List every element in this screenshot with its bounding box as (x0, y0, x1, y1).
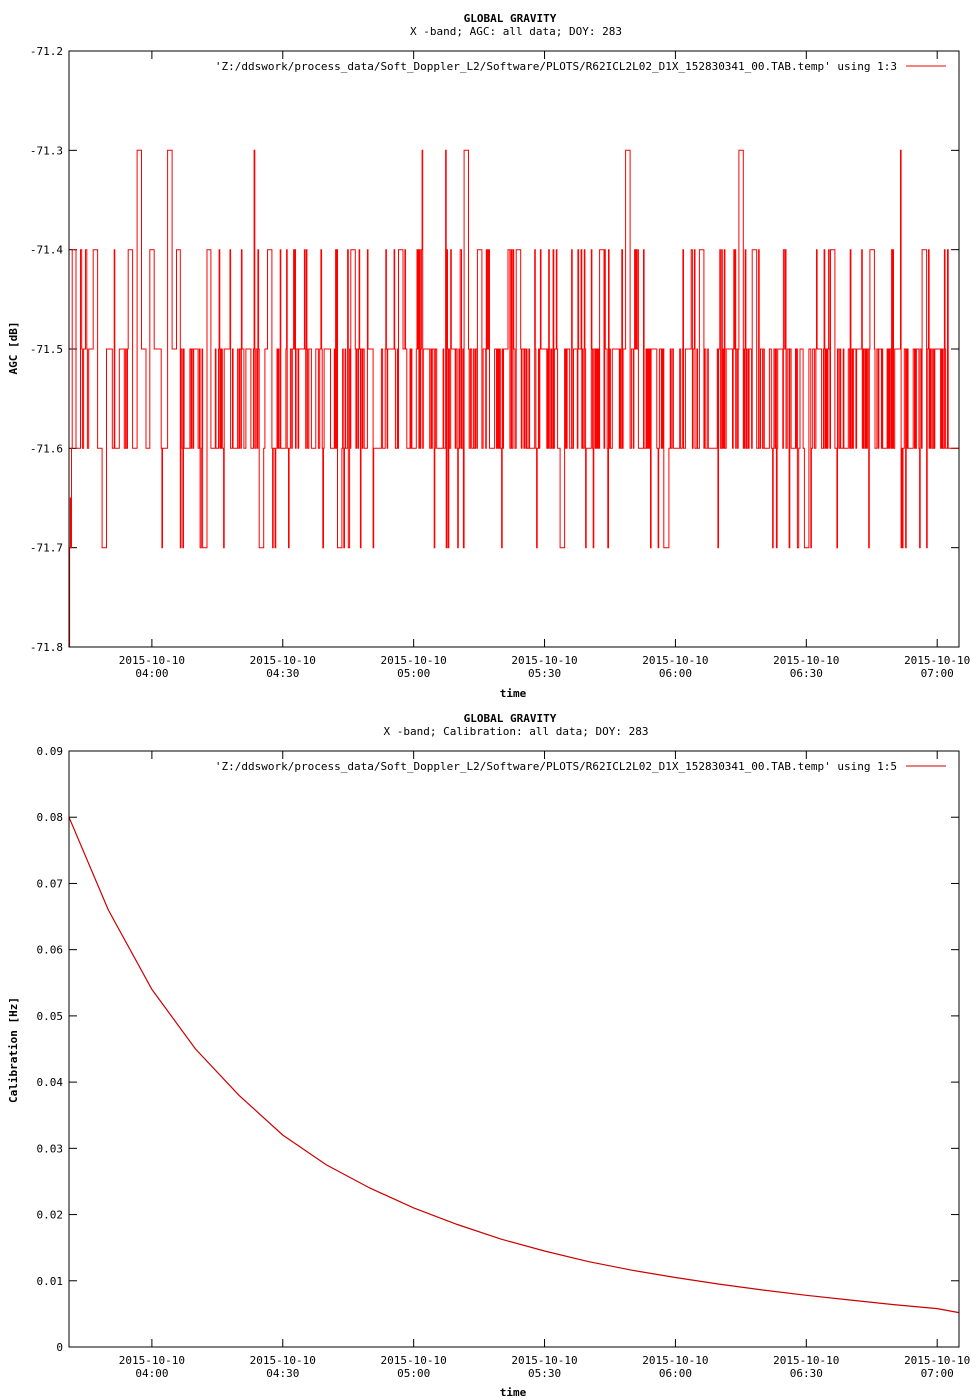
y-tick-label: 0 (56, 1341, 63, 1354)
x-axis-ticks: 2015-10-1004:002015-10-1004:302015-10-10… (119, 51, 970, 680)
x-tick-label-time: 07:00 (921, 1367, 954, 1380)
calibration-chart: GLOBAL GRAVITY X -band; Calibration: all… (7, 712, 970, 1399)
y-tick-label: 0.08 (37, 811, 64, 824)
y-tick-label: 0.03 (37, 1142, 64, 1155)
y-tick-label: 0.05 (37, 1010, 64, 1023)
chart-title: GLOBAL GRAVITY (464, 712, 557, 725)
legend-label: 'Z:/ddswork/process_data/Soft_Doppler_L2… (215, 60, 897, 73)
x-tick-label-date: 2015-10-10 (381, 1354, 447, 1367)
x-tick-label-time: 05:00 (397, 1367, 430, 1380)
plot-frame (68, 750, 960, 1348)
x-tick-label-time: 04:00 (135, 1367, 168, 1380)
y-axis-label: Calibration [Hz] (7, 997, 20, 1103)
x-tick-label-date: 2015-10-10 (250, 1354, 316, 1367)
x-tick-label-date: 2015-10-10 (511, 654, 577, 667)
x-axis-label: time (500, 687, 527, 700)
y-tick-label: -71.6 (30, 442, 63, 455)
plot-frame (68, 50, 960, 648)
legend-label: 'Z:/ddswork/process_data/Soft_Doppler_L2… (215, 760, 897, 773)
x-tick-label-date: 2015-10-10 (642, 1354, 708, 1367)
x-tick-label-date: 2015-10-10 (904, 654, 970, 667)
x-tick-label-date: 2015-10-10 (250, 654, 316, 667)
y-tick-label: -71.5 (30, 343, 63, 356)
x-tick-label-time: 04:30 (266, 1367, 299, 1380)
agc-chart: GLOBAL GRAVITY X -band; AGC: all data; D… (7, 12, 970, 700)
chart-title: GLOBAL GRAVITY (464, 12, 557, 25)
x-axis-ticks: 2015-10-1004:002015-10-1004:302015-10-10… (119, 751, 970, 1380)
y-tick-label: 0.02 (37, 1209, 64, 1222)
x-tick-label-date: 2015-10-10 (381, 654, 447, 667)
x-tick-label-time: 04:00 (135, 667, 168, 680)
x-tick-label-time: 05:30 (528, 667, 561, 680)
x-tick-label-time: 05:30 (528, 1367, 561, 1380)
y-tick-label: 0.07 (37, 877, 64, 890)
agc-line (69, 149, 959, 648)
y-tick-label: -71.3 (30, 144, 63, 157)
y-axis-ticks: 0.09 0.08 0.07 0.06 0.05 0.04 0.03 0.02 0.01 0 (37, 745, 959, 1354)
x-tick-label-date: 2015-10-10 (511, 1354, 577, 1367)
x-tick-label-time: 04:30 (266, 667, 299, 680)
y-tick-label: 0.09 (37, 745, 64, 758)
x-tick-label-date: 2015-10-10 (119, 654, 185, 667)
x-tick-label-time: 05:00 (397, 667, 430, 680)
y-tick-label: -71.7 (30, 542, 63, 555)
x-tick-label-time: 06:00 (659, 1367, 692, 1380)
chart-subtitle: X -band; Calibration: all data; DOY: 283 (384, 725, 649, 738)
agc-series (69, 149, 959, 648)
chart-subtitle: X -band; AGC: all data; DOY: 283 (410, 25, 622, 38)
x-tick-label-time: 07:00 (921, 667, 954, 680)
calibration-line (68, 816, 960, 1314)
y-axis-label: AGC [dB] (7, 322, 20, 375)
x-tick-label-time: 06:00 (659, 667, 692, 680)
y-tick-label: 0.06 (37, 944, 64, 957)
x-tick-label-date: 2015-10-10 (904, 1354, 970, 1367)
x-tick-label-date: 2015-10-10 (642, 654, 708, 667)
y-tick-label: 0.04 (37, 1076, 64, 1089)
calibration-series (68, 816, 960, 1314)
x-tick-label-date: 2015-10-10 (119, 1354, 185, 1367)
y-tick-label: -71.8 (30, 641, 63, 654)
x-tick-label-date: 2015-10-10 (773, 654, 839, 667)
x-axis-label: time (500, 1386, 527, 1399)
y-tick-label: -71.4 (30, 244, 63, 257)
y-tick-label: 0.01 (37, 1275, 64, 1288)
y-tick-label: -71.2 (30, 45, 63, 58)
x-tick-label-time: 06:30 (790, 1367, 823, 1380)
x-tick-label-time: 06:30 (790, 667, 823, 680)
x-tick-label-date: 2015-10-10 (773, 1354, 839, 1367)
